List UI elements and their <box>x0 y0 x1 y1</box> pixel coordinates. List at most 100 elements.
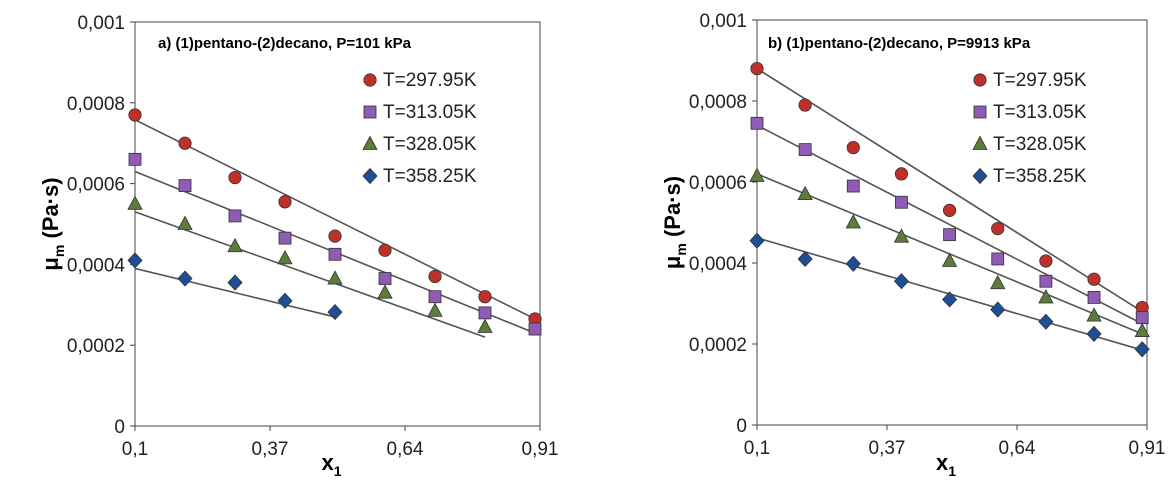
legend-label: T=328.05K <box>993 134 1087 155</box>
data-point-square <box>428 290 442 304</box>
data-point-square <box>128 152 142 166</box>
y-axis-label-subscript: m <box>673 243 689 255</box>
data-point-square <box>750 116 764 130</box>
data-point-circle <box>798 98 812 112</box>
data-point-circle <box>328 229 342 243</box>
data-point-circle <box>428 269 442 284</box>
legend: T=297.95K T=313.05K T=328.05K T=358.25K <box>972 70 1087 187</box>
data-point-triangle <box>990 274 1006 290</box>
x-tick-label: 0,1 <box>744 438 770 459</box>
y-tick-label: 0,0004 <box>689 254 748 275</box>
data-point-square <box>991 252 1005 266</box>
legend-marker-triangle <box>972 135 988 150</box>
data-point-circle <box>942 203 957 217</box>
data-point-triangle <box>227 237 243 253</box>
legend-label: T=297.95K <box>993 70 1087 91</box>
data-point-diamond <box>749 232 765 249</box>
legend-label: T=358.25K <box>383 166 477 187</box>
y-axis-label: μm (Pa·s) <box>38 177 67 270</box>
x-tick-label: 0,1 <box>122 439 148 460</box>
data-point-diamond <box>893 273 909 290</box>
y-tick-label: 0,0004 <box>67 255 126 276</box>
data-point-triangle <box>477 318 493 333</box>
y-axis-label-symbol: μ <box>660 256 685 269</box>
legend-marker-circle <box>363 73 377 87</box>
data-point-diamond <box>277 292 293 309</box>
legend-label: T=297.95K <box>383 70 477 91</box>
data-point-square <box>1087 291 1101 304</box>
data-point-diamond <box>127 252 143 269</box>
x-tick-label: 0,91 <box>1129 438 1166 459</box>
data-point-square <box>895 195 908 209</box>
y-axis-label-unit: (Pa·s) <box>38 177 63 244</box>
fit-line <box>756 124 1143 325</box>
legend-label: T=313.05K <box>993 102 1087 123</box>
data-point-triangle <box>277 249 293 265</box>
data-point-triangle <box>797 185 813 201</box>
data-point-triangle <box>941 252 958 267</box>
data-point-circle <box>750 61 764 76</box>
x-tick-label: 0,37 <box>252 439 289 460</box>
y-axis-label: μm (Pa·s) <box>660 176 689 269</box>
fit-line <box>134 267 336 318</box>
data-point-triangle <box>127 195 143 210</box>
data-point-triangle <box>1086 307 1102 322</box>
data-point-square <box>1039 274 1053 288</box>
data-point-circle <box>991 221 1005 236</box>
chart-title: b) (1)pentano-(2)decano, P=9913 kPa <box>768 35 1031 52</box>
legend-marker-triangle <box>362 135 378 150</box>
y-tick-label: 0,001 <box>77 13 125 34</box>
data-point-diamond <box>1086 325 1102 342</box>
data-point-triangle <box>377 284 393 299</box>
x-axis-label-subscript: 1 <box>948 463 956 479</box>
chart-panel-b: 0 0,0002 0,0004 0,0006 0,0008 0,001 0,1 0,37 0,6… <box>660 11 1165 479</box>
y-tick-label: 0,0008 <box>67 94 125 115</box>
legend-marker-diamond <box>972 167 988 185</box>
y-tick-label: 0 <box>736 416 747 437</box>
x-tick-label: 0,64 <box>999 438 1036 459</box>
y-tick-label: 0 <box>114 417 125 438</box>
data-point-circle <box>128 108 142 122</box>
data-point-circle <box>178 136 192 150</box>
data-point-diamond <box>1038 313 1054 330</box>
fit-line <box>134 211 486 338</box>
data-point-square <box>798 143 812 157</box>
data-point-square <box>943 228 956 242</box>
data-point-triangle <box>427 302 443 317</box>
plot-area <box>134 21 541 427</box>
data-point-triangle <box>327 270 343 285</box>
plot-area <box>756 19 1148 426</box>
data-point-circle <box>378 243 392 257</box>
y-axis-label-subscript: m <box>51 245 67 257</box>
data-point-diamond <box>845 255 861 272</box>
legend-label: T=328.05K <box>383 134 477 155</box>
data-point-circle <box>1087 272 1101 286</box>
data-point-square <box>378 272 392 285</box>
y-tick-label: 0,0006 <box>689 173 747 194</box>
data-point-circle <box>478 290 492 304</box>
data-point-circle <box>1039 254 1053 268</box>
x-axis-label-subscript: 1 <box>334 463 342 479</box>
data-point-square <box>846 179 860 193</box>
data-point-diamond <box>177 270 193 287</box>
x-axis-label: x1 <box>936 450 956 479</box>
data-point-circle <box>278 195 292 209</box>
data-point-triangle <box>177 215 193 230</box>
data-point-triangle <box>1134 322 1150 337</box>
legend-marker-diamond <box>362 167 378 185</box>
data-point-square <box>278 231 292 245</box>
legend-marker-square <box>363 105 377 119</box>
data-point-square <box>228 209 242 223</box>
legend-marker-square <box>973 105 987 119</box>
fit-line <box>756 67 1143 313</box>
legend: T=297.95K T=313.05K T=328.05K T=358.25K <box>362 70 477 187</box>
data-point-triangle <box>749 167 765 182</box>
data-point-circle <box>894 167 909 181</box>
y-tick-label: 0,0002 <box>67 336 125 357</box>
data-point-triangle <box>1038 289 1054 304</box>
data-point-diamond <box>1134 341 1150 358</box>
x-axis-label: x1 <box>321 450 341 479</box>
y-tick-label: 0,001 <box>699 11 747 32</box>
data-point-square <box>528 322 542 336</box>
